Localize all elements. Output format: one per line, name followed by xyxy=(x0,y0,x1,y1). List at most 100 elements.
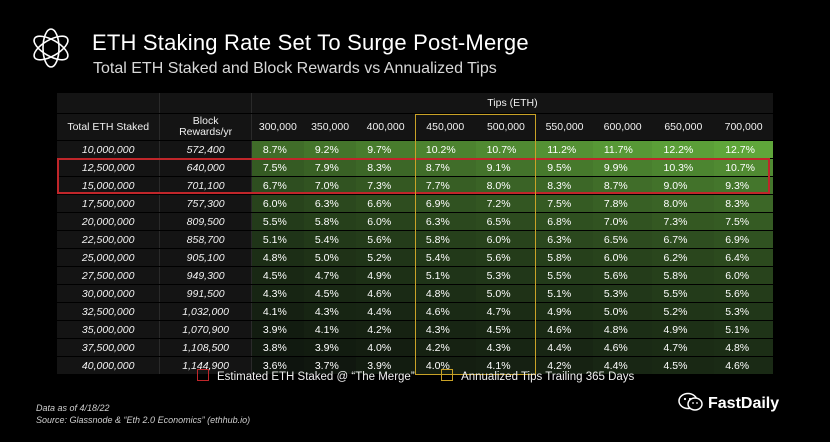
rate-cell: 12.2% xyxy=(652,140,715,159)
rate-cell: 5.5% xyxy=(536,266,593,285)
rate-cell: 6.7% xyxy=(251,176,304,195)
rate-cell: 4.5% xyxy=(475,320,537,339)
rate-cell: 8.0% xyxy=(652,194,715,213)
rate-cell: 4.5% xyxy=(303,284,357,303)
table-row: 15,000,000 701,100 6.7% 7.0% 7.3% 7.7% 8.0% 8.3… xyxy=(57,176,773,195)
rate-cell: 5.6% xyxy=(356,230,415,249)
row-total-eth-staked: 17,500,000 xyxy=(57,194,161,213)
rate-cell: 6.0% xyxy=(592,248,653,267)
legend: Estimated ETH Staked @ “The Merge” Annua… xyxy=(197,369,634,383)
legend-merge-swatch xyxy=(197,369,209,381)
row-block-rewards: 991,500 xyxy=(159,284,252,303)
rate-cell: 4.6% xyxy=(414,302,476,321)
rate-cell: 7.3% xyxy=(356,176,415,195)
table-row: 25,000,000 905,100 4.8% 5.0% 5.2% 5.4% 5.6% 5.8… xyxy=(57,248,773,267)
table-row: 17,500,000 757,300 6.0% 6.3% 6.6% 6.9% 7.2% 7.5… xyxy=(57,194,773,213)
row-total-eth-staked: 22,500,000 xyxy=(57,230,161,249)
rate-cell: 12.7% xyxy=(714,140,773,159)
rate-cell: 3.9% xyxy=(303,338,357,357)
rate-cell: 4.3% xyxy=(303,302,357,321)
rate-cell: 5.1% xyxy=(536,284,593,303)
rate-cell: 9.3% xyxy=(714,176,773,195)
row-total-eth-staked: 12,500,000 xyxy=(57,158,161,177)
footnote-date: Data as of 4/18/22 xyxy=(36,403,110,413)
table-row: 32,500,000 1,032,000 4.1% 4.3% 4.4% 4.6% 4.7% 4… xyxy=(57,302,773,321)
rate-cell: 11.7% xyxy=(592,140,653,159)
rate-cell: 7.2% xyxy=(475,194,537,213)
row-total-eth-staked: 10,000,000 xyxy=(57,140,161,159)
rate-cell: 8.7% xyxy=(592,176,653,195)
row-block-rewards: 1,032,000 xyxy=(159,302,252,321)
rate-cell: 4.7% xyxy=(303,266,357,285)
rate-cell: 3.9% xyxy=(251,320,304,339)
tips-column-header: 400,000 xyxy=(356,113,415,141)
rate-cell: 4.7% xyxy=(652,338,715,357)
rate-cell: 5.3% xyxy=(592,284,653,303)
rate-cell: 6.0% xyxy=(251,194,304,213)
tips-column-header: 700,000 xyxy=(714,113,773,141)
row-total-eth-staked: 27,500,000 xyxy=(57,266,161,285)
row-block-rewards: 572,400 xyxy=(159,140,252,159)
rate-cell: 4.2% xyxy=(356,320,415,339)
tips-column-header: 600,000 xyxy=(592,113,653,141)
rate-cell: 5.2% xyxy=(652,302,715,321)
rate-cell: 4.8% xyxy=(251,248,304,267)
rate-cell: 11.2% xyxy=(536,140,593,159)
rate-cell: 6.0% xyxy=(714,266,773,285)
rate-cell: 10.7% xyxy=(714,158,773,177)
rate-cell: 8.3% xyxy=(356,158,415,177)
rate-cell: 6.5% xyxy=(475,212,537,231)
rate-cell: 4.6% xyxy=(592,338,653,357)
rate-cell: 6.0% xyxy=(475,230,537,249)
tips-column-header: 650,000 xyxy=(652,113,715,141)
tips-column-header: 500,000 xyxy=(475,113,537,141)
rate-cell: 3.8% xyxy=(251,338,304,357)
rate-cell: 3.7% xyxy=(303,356,357,375)
row-total-eth-staked: 32,500,000 xyxy=(57,302,161,321)
row-block-rewards: 809,500 xyxy=(159,212,252,231)
rate-cell: 4.0% xyxy=(414,356,476,375)
rate-cell: 5.2% xyxy=(356,248,415,267)
rate-cell: 4.5% xyxy=(251,266,304,285)
table-row: 37,500,000 1,108,500 3.8% 3.9% 4.0% 4.2% 4.3% 4… xyxy=(57,338,773,357)
rate-cell: 7.5% xyxy=(536,194,593,213)
row-total-eth-staked: 40,000,000 xyxy=(57,356,161,375)
rate-cell: 4.4% xyxy=(356,302,415,321)
rate-cell: 5.3% xyxy=(714,302,773,321)
rate-cell: 9.7% xyxy=(356,140,415,159)
rate-cell: 5.6% xyxy=(475,248,537,267)
rate-cell: 4.1% xyxy=(303,320,357,339)
row-block-rewards: 905,100 xyxy=(159,248,252,267)
rate-cell: 5.6% xyxy=(592,266,653,285)
rate-cell: 4.8% xyxy=(414,284,476,303)
table-row: 20,000,000 809,500 5.5% 5.8% 6.0% 6.3% 6.5% 6.8… xyxy=(57,212,773,231)
rate-cell: 5.4% xyxy=(414,248,476,267)
rate-cell: 9.5% xyxy=(536,158,593,177)
table-row: 40,000,000 1,144,900 3.6% 3.7% 3.9% 4.0% 4.1% 4… xyxy=(57,356,773,375)
rate-cell: 10.7% xyxy=(475,140,537,159)
row-block-rewards: 1,144,900 xyxy=(159,356,252,375)
table-row: 35,000,000 1,070,900 3.9% 4.1% 4.2% 4.3% 4.5% 4… xyxy=(57,320,773,339)
corner-cell-blank xyxy=(57,93,161,114)
wechat-icon xyxy=(678,392,703,411)
rate-cell: 4.4% xyxy=(592,356,653,375)
rate-cell: 7.0% xyxy=(592,212,653,231)
rate-cell: 4.6% xyxy=(536,320,593,339)
rate-cell: 4.2% xyxy=(536,356,593,375)
rate-cell: 6.3% xyxy=(414,212,476,231)
corner-cell-blank xyxy=(159,93,252,114)
rate-cell: 4.3% xyxy=(414,320,476,339)
rate-cell: 5.4% xyxy=(303,230,357,249)
rate-cell: 9.1% xyxy=(475,158,537,177)
rate-cell: 8.7% xyxy=(414,158,476,177)
rate-cell: 5.6% xyxy=(714,284,773,303)
rate-cell: 4.6% xyxy=(356,284,415,303)
row-total-eth-staked: 15,000,000 xyxy=(57,176,161,195)
rate-cell: 5.5% xyxy=(251,212,304,231)
rate-cell: 4.5% xyxy=(652,356,715,375)
tips-group-header: Tips (ETH) xyxy=(251,93,773,114)
row-block-rewards: 757,300 xyxy=(159,194,252,213)
rate-cell: 5.8% xyxy=(414,230,476,249)
rate-cell: 5.8% xyxy=(652,266,715,285)
tips-column-header: 550,000 xyxy=(536,113,593,141)
